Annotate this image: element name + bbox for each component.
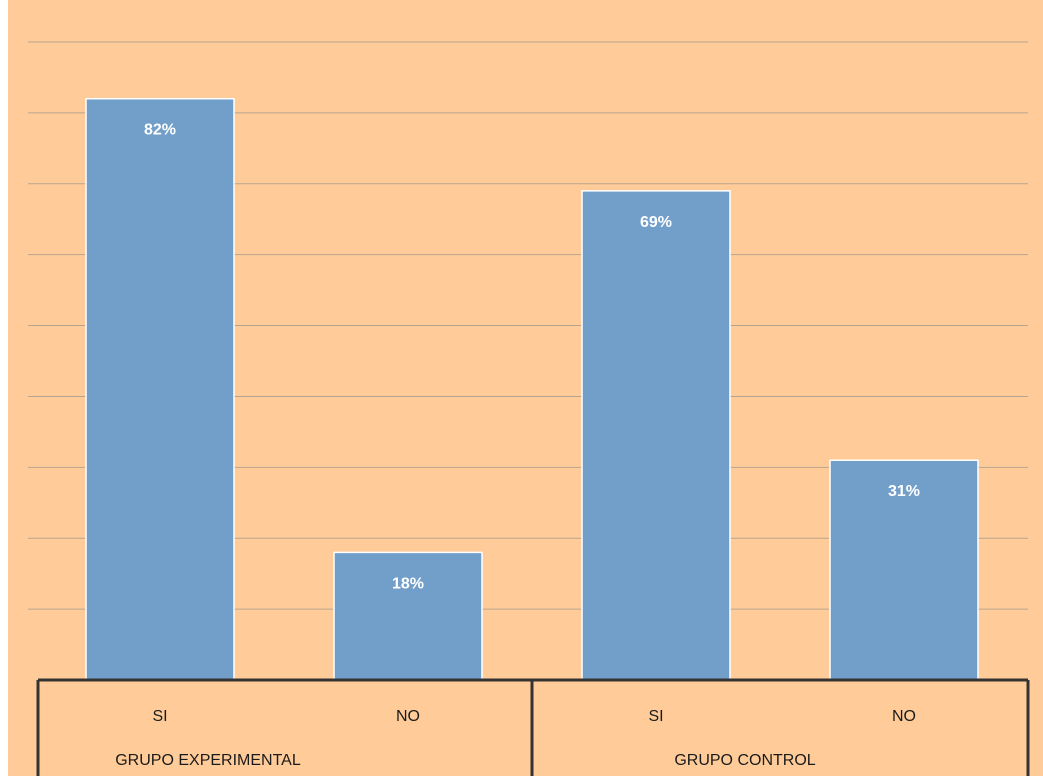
data-label: 31% bbox=[888, 483, 920, 500]
data-label: 82% bbox=[144, 122, 176, 139]
category-axis: SI NO SI NO GRUPO EXPERIMENTAL GRUPO CONTROL bbox=[36, 678, 1030, 776]
tick-label: SI bbox=[648, 708, 663, 725]
data-label: 69% bbox=[640, 214, 672, 231]
chart-area: 82% 18% 69% 31% SI NO SI NO GRUPO EXPERIMENTAL G… bbox=[8, 0, 1043, 776]
data-labels: 82% 18% 69% 31% bbox=[144, 122, 920, 593]
group-label: GRUPO EXPERIMENTAL bbox=[115, 752, 301, 769]
bar bbox=[829, 459, 979, 681]
bar bbox=[85, 97, 235, 681]
tick-label: SI bbox=[152, 708, 167, 725]
tick-label: NO bbox=[892, 708, 916, 725]
bar bbox=[333, 551, 483, 681]
data-label: 18% bbox=[392, 575, 424, 592]
bar-chart: 82% 18% 69% 31% SI NO SI NO GRUPO EXPERIMENTAL G… bbox=[8, 0, 1043, 776]
tick-label: NO bbox=[396, 708, 420, 725]
group-label: GRUPO CONTROL bbox=[674, 752, 815, 769]
bars bbox=[85, 97, 979, 681]
bar bbox=[581, 190, 731, 681]
